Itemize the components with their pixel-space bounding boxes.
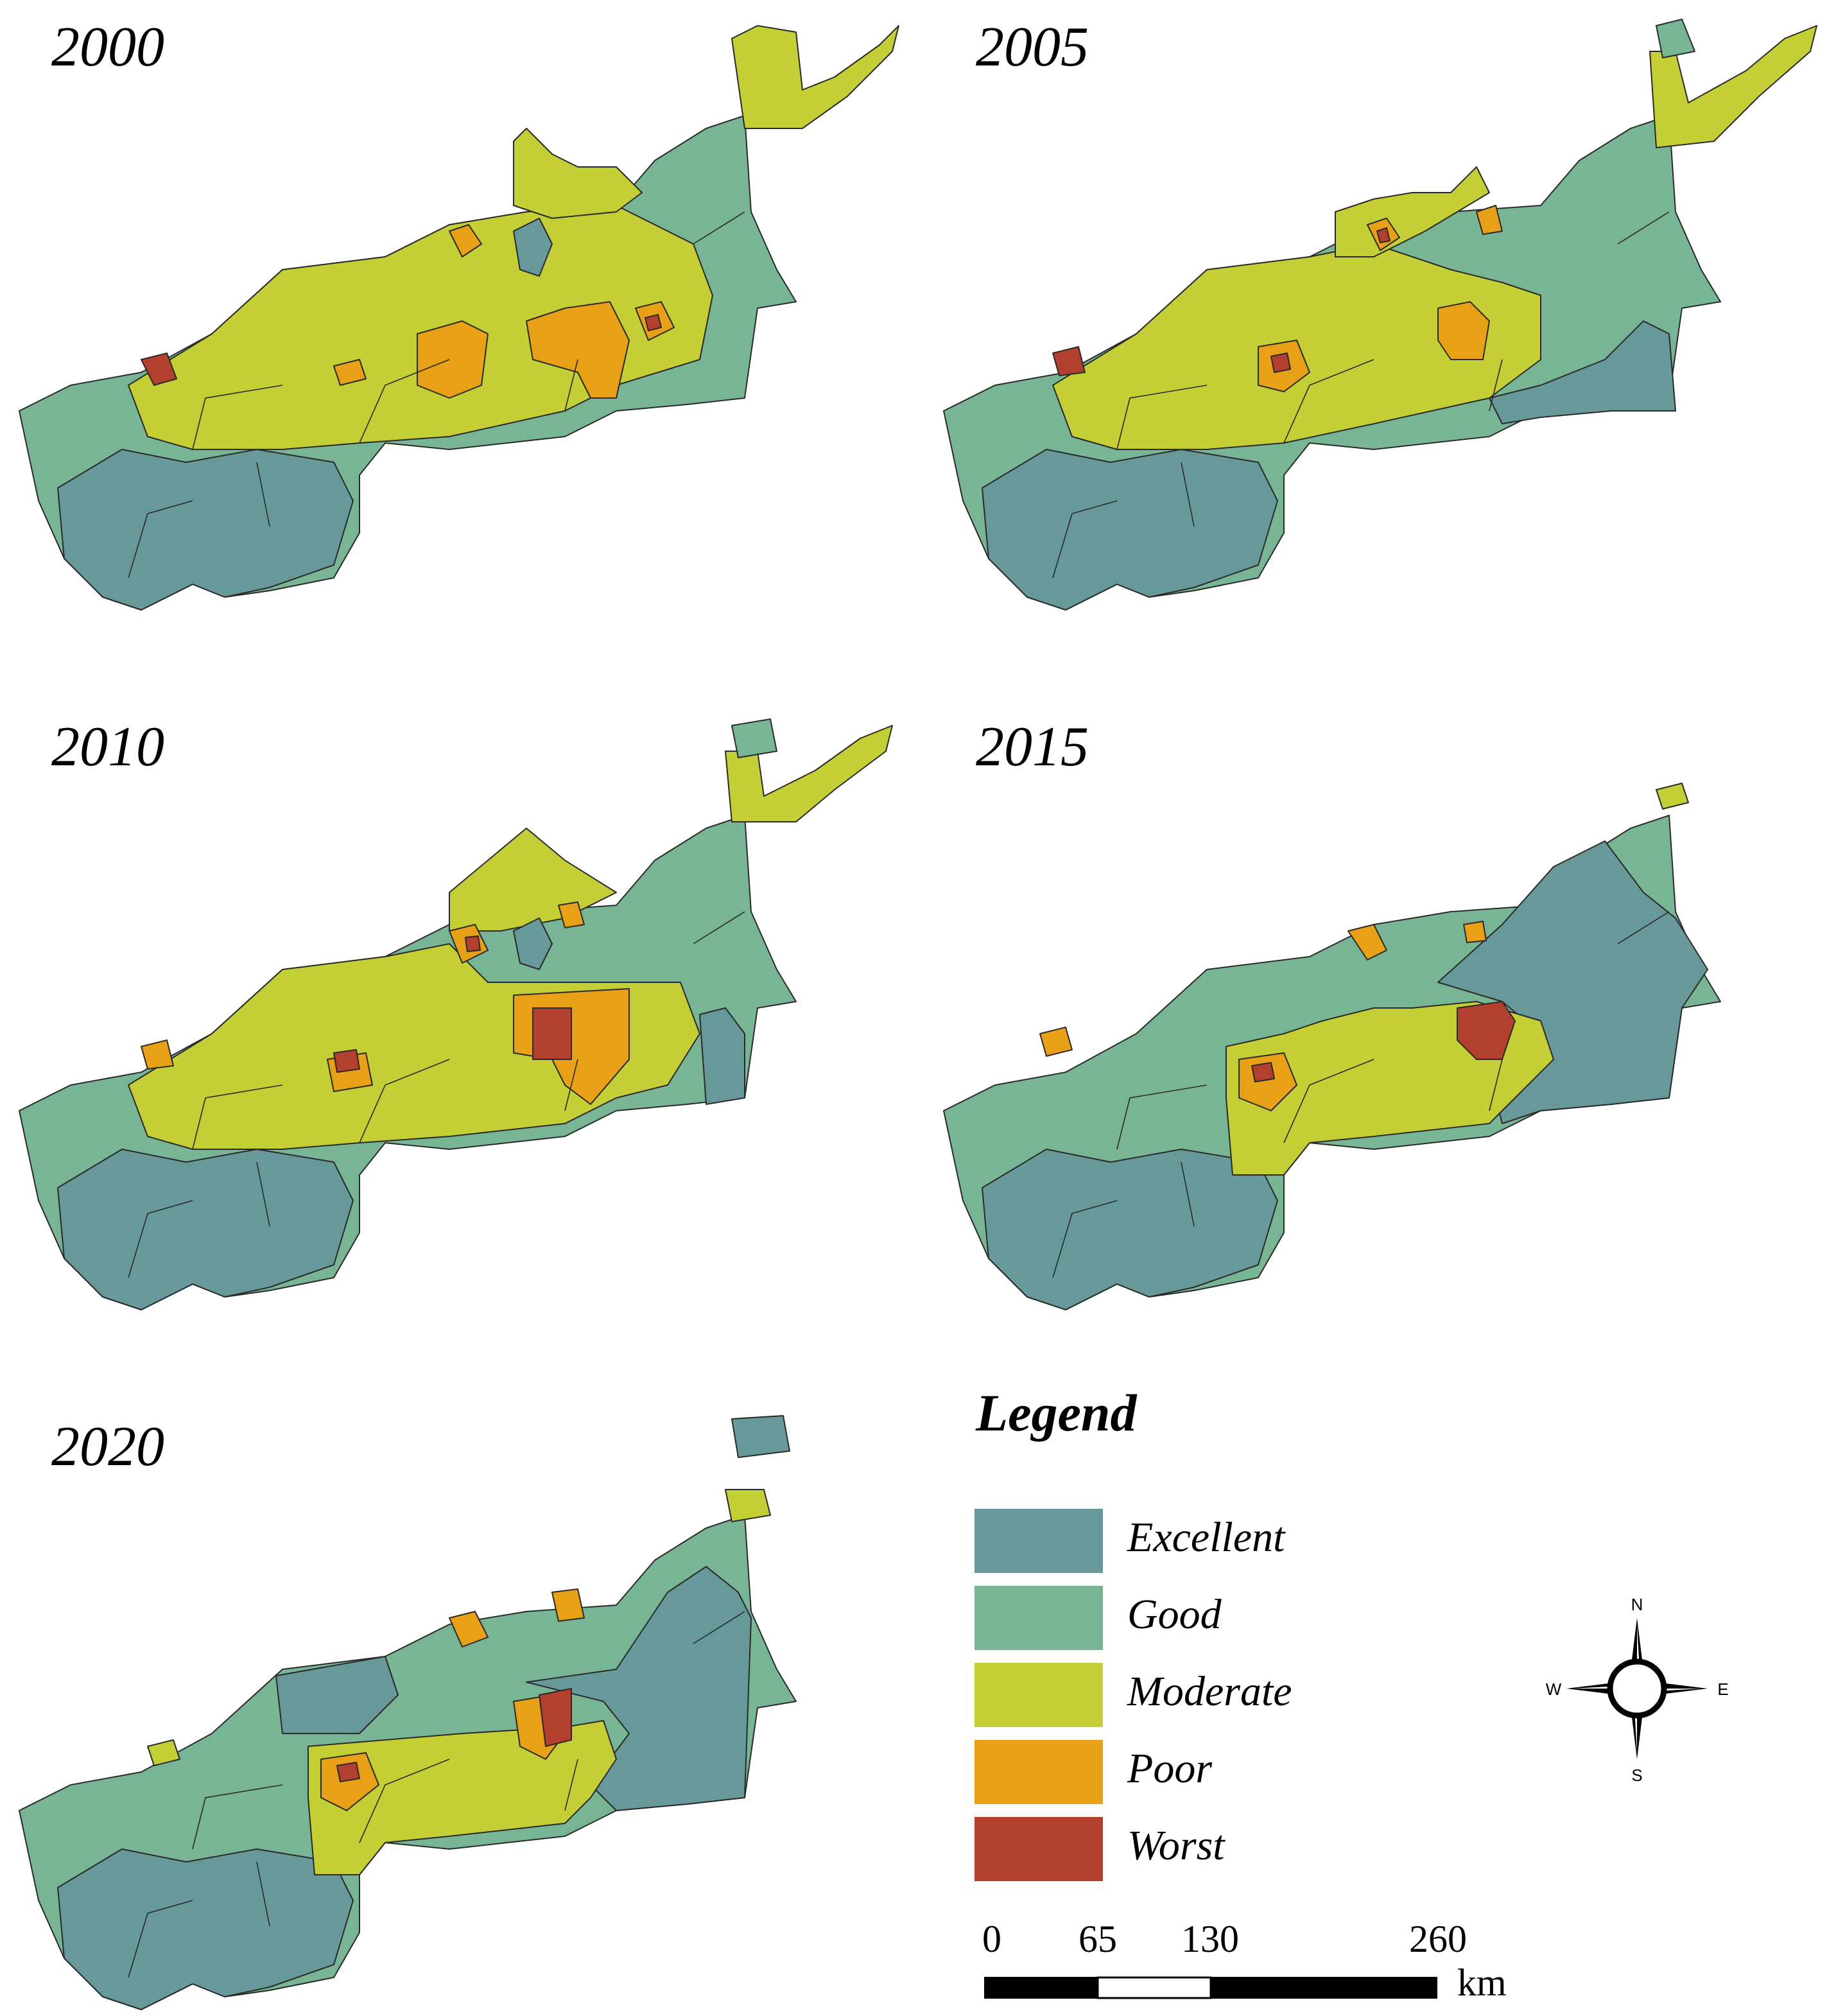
- legend-swatch-worst: [974, 1817, 1103, 1881]
- scale-tick-130: 130: [1181, 1918, 1239, 1960]
- region-poor-b: [1039, 1027, 1073, 1057]
- region-worst-b: [645, 314, 662, 331]
- region-worst-a: [532, 1007, 572, 1060]
- legend-label-worst: Worst: [1127, 1822, 1225, 1869]
- map-2000: [19, 25, 899, 611]
- region-worst-a: [141, 352, 177, 386]
- panel-title-2005: 2005: [976, 16, 1089, 78]
- compass-south: S: [1631, 1766, 1642, 1785]
- district-lines: [128, 1611, 745, 1978]
- region-poor-a: [1437, 301, 1490, 360]
- region-worst-a: [539, 1688, 572, 1747]
- region-worst-b: [336, 1762, 360, 1782]
- region-southwest-excellent: [57, 449, 354, 611]
- legend-item-excellent: Excellent: [974, 1509, 1552, 1573]
- legend-item-good: Good: [974, 1586, 1552, 1650]
- scale-unit: km: [1457, 1961, 1507, 2004]
- panel-title-2015: 2015: [976, 716, 1089, 778]
- region-poor-c: [449, 1611, 489, 1647]
- scale-bar-graphic: [984, 1976, 1437, 1999]
- scale-tick-260: 260: [1409, 1918, 1467, 1960]
- legend-title: Legend: [976, 1384, 1137, 1442]
- legend-swatch-excellent: [974, 1509, 1103, 1573]
- legend-label-poor: Poor: [1127, 1745, 1212, 1792]
- region-poor-c: [449, 224, 482, 257]
- map-2015: [943, 783, 1721, 1310]
- region-worst-a: [1052, 346, 1086, 376]
- region-northeast-moderate: [1656, 783, 1689, 810]
- region-poor-e: [141, 1039, 174, 1070]
- legend-item-poor: Poor: [974, 1740, 1552, 1804]
- legend-swatch-good: [974, 1586, 1103, 1650]
- compass-rose-icon: N S W E: [1546, 1595, 1729, 1785]
- legend-item-worst: Worst: [974, 1817, 1552, 1881]
- region-worst-b: [1251, 1062, 1275, 1082]
- region-northwest-excellent: [275, 1656, 399, 1734]
- region-southwest-excellent: [982, 1149, 1278, 1310]
- compass-east: E: [1717, 1680, 1728, 1699]
- legend-label-moderate: Moderate: [1127, 1668, 1292, 1715]
- region-east-excellent: [699, 1007, 745, 1105]
- region-worst-b: [1270, 352, 1291, 373]
- region-northeast-tip-good: [1656, 19, 1695, 58]
- panel-title-2020: 2020: [51, 1416, 164, 1478]
- scale-tick-0: 0: [982, 1918, 1001, 1960]
- scale-tick-65: 65: [1078, 1918, 1117, 1960]
- legend: Legend Excellent Good Moderate Poor Wors…: [963, 1387, 1797, 1997]
- region-north-excellent: [513, 218, 553, 277]
- region-poor-b: [526, 301, 630, 399]
- region-west-moderate: [147, 1739, 180, 1766]
- compass-west: W: [1546, 1680, 1562, 1699]
- district-lines: [128, 211, 745, 578]
- region-northeast-tip-excellent: [731, 1415, 790, 1458]
- region-worst-c: [1376, 227, 1390, 243]
- compass: N S W E: [1541, 1592, 1733, 1785]
- region-southwest-excellent: [57, 1149, 354, 1310]
- map-2005: [943, 19, 1817, 611]
- region-poor-d: [551, 1588, 585, 1622]
- map-panel-2015: 2015: [924, 700, 1836, 1342]
- map-2010: [19, 718, 893, 1310]
- region-central-moderate: [128, 205, 713, 450]
- region-east-excellent: [526, 1566, 752, 1811]
- region-poor-d: [1476, 205, 1503, 235]
- legend-swatch-poor: [974, 1740, 1103, 1804]
- region-southwest-excellent: [982, 449, 1278, 611]
- region-east-excellent: [1489, 320, 1676, 424]
- legend-label-good: Good: [1127, 1591, 1222, 1638]
- region-poor-a: [417, 320, 489, 399]
- region-poor-d: [558, 901, 585, 928]
- region-poor-c: [1347, 924, 1387, 960]
- map-panel-2020: 2020: [0, 1400, 912, 2016]
- region-worst-b: [333, 1049, 360, 1073]
- map-panel-2010: 2010: [0, 700, 912, 1342]
- district-lines: [128, 911, 745, 1278]
- panel-title-2000: 2000: [51, 16, 164, 78]
- district-lines: [1052, 911, 1670, 1278]
- region-northeast-moderate: [725, 1489, 771, 1522]
- region-poor-a: [320, 1752, 379, 1811]
- map-panel-2005: 2005: [924, 0, 1836, 642]
- region-northeast-tip-good: [731, 718, 777, 758]
- region-northeast-moderate: [1649, 25, 1817, 148]
- region-worst-c: [465, 935, 481, 952]
- region-northeast-moderate: [725, 725, 893, 822]
- region-northeast-moderate: [731, 25, 899, 129]
- scale-bar: 0 65 130 260 km: [982, 1920, 1560, 2010]
- legend-swatch-moderate: [974, 1663, 1103, 1727]
- district-lines: [1052, 211, 1670, 578]
- legend-label-excellent: Excellent: [1127, 1514, 1285, 1561]
- region-north-moderate: [513, 128, 643, 219]
- region-north-excellent: [513, 917, 553, 970]
- map-2020: [19, 1415, 797, 2010]
- region-poor-e: [333, 359, 367, 386]
- compass-north: N: [1631, 1595, 1643, 1614]
- map-panel-2000: 2000: [0, 0, 912, 642]
- panel-title-2010: 2010: [51, 716, 164, 778]
- region-southwest-excellent: [57, 1848, 354, 2010]
- region-central-moderate: [308, 1720, 617, 1875]
- region-poor-d: [1463, 921, 1487, 943]
- legend-item-moderate: Moderate: [974, 1663, 1552, 1727]
